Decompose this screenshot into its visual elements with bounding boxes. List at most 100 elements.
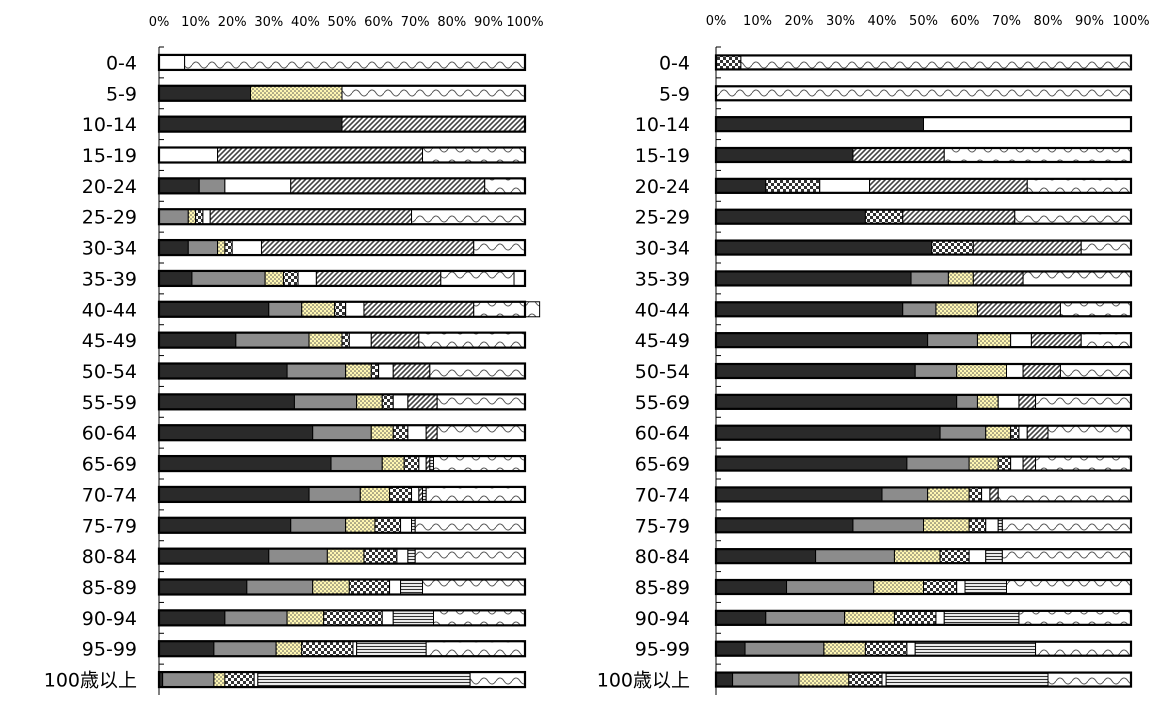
bar-segment-s3 [301,301,336,318]
category-label: 10-14 [635,114,690,136]
bar-segment-s2 [286,363,347,379]
bar-segment-s4 [334,301,347,318]
bar-outline [714,455,1133,472]
category-label: 5-9 [659,83,690,105]
x-tick-label: 20% [218,15,247,30]
bar-segment-s3 [264,270,284,287]
bar-segment-s2 [191,270,266,287]
bar-segment-s1 [158,270,193,287]
bar-segment-s8 [1026,178,1132,194]
bar-segment-s5 [381,609,394,626]
x-tick-label: 70% [992,14,1021,29]
bar-segment-s6 [392,363,431,379]
bar-segment-s1 [158,177,200,194]
bar-segment-s3 [893,548,941,564]
bar-segment-s6 [315,270,442,287]
bar-segment-s3 [308,332,343,349]
bar-segment-s6 [869,178,1028,194]
bar-segment-s3 [823,641,866,657]
bar-segment-s6 [341,116,526,133]
bar-outline [714,362,1133,380]
bar-segment-s3 [345,517,376,534]
category-label: 90-94 [635,608,690,630]
category-label: 20-24 [82,176,137,198]
bar-segment-s1 [715,517,854,533]
bar-segment-s6 [972,240,1082,256]
bar-outline [714,640,1133,657]
bar-segment-s1 [715,641,746,657]
x-tick-label: 100% [1112,14,1149,29]
bar-segment-s3 [359,486,391,503]
bar-segment-s7 [356,640,427,657]
bar-segment-s4 [374,517,402,534]
bar-segment-s5 [1006,363,1024,379]
bar-segment-s6 [902,209,1016,225]
bar-segment-s2 [815,548,895,564]
bar-segment-s8 [1006,579,1132,595]
bar-segment-s8 [1059,363,1132,379]
bar-segment-s1 [158,579,248,595]
bar-segment-s3 [217,239,226,256]
bar-segment-s1 [715,332,929,348]
bar-segment-s5 [1010,456,1024,472]
bar-outline [157,393,527,411]
category-label: 40-44 [82,299,137,321]
bar-outline [714,270,1133,287]
bar-segment-s4 [389,486,413,503]
category-label: 40-44 [635,299,690,321]
bar-segment-s4 [323,609,383,626]
bar-segment-s1 [715,116,924,132]
bar-segment-s4 [939,548,970,564]
bar-segment-s2 [198,177,226,194]
bar-segment-s5 [253,671,259,688]
bar-segment-s6 [976,301,1061,317]
bar-segment-s6 [989,486,999,502]
category-label: 0-4 [659,52,690,74]
bar-segment-s1 [158,640,215,657]
category-label: 35-39 [82,268,137,290]
bar-segment-s1 [158,486,310,503]
bar-segment-s8 [1035,394,1132,410]
bar-segment-s7 [885,672,1049,688]
bar-outline [157,115,527,133]
bar-segment-s4 [864,209,904,225]
bar-segment-s3 [370,424,394,441]
category-label: 35-39 [635,268,690,290]
x-tick-label: 80% [437,15,466,30]
bar-segment-s8 [414,517,526,534]
category-label: 60-64 [635,423,690,445]
bar-segment-s8 [425,640,526,657]
bar-segment-s1 [715,425,941,441]
category-label: 50-54 [635,361,690,383]
bar-segment-s6 [1026,425,1049,441]
category-label: 70-74 [82,484,137,506]
bar-segment-s2 [914,363,958,379]
bar-segment-s1 [158,239,189,256]
bar-segment-s3 [312,579,350,595]
bar-segment-s8 [1059,301,1132,317]
bar-segment-s1 [158,301,270,318]
bar-segment-s1 [158,393,295,410]
bar-outline [714,578,1133,596]
bar-outline [714,486,1133,503]
x-tick-label: 30% [254,15,283,30]
bar-segment-s6 [209,208,413,225]
bar-outline [714,208,1133,225]
category-label: 80-84 [635,546,690,568]
bar-segment-s1 [715,672,734,688]
bar-segment-s8 [1022,270,1132,286]
x-tick-label: 80% [1034,14,1063,29]
category-label: 70-74 [635,484,690,506]
bar-segment-s8 [943,147,1132,163]
bar-segment-s2 [187,239,219,256]
category-label: 60-64 [82,423,137,445]
x-tick-label: 70% [401,15,430,30]
bar-segment-s5 [231,239,262,256]
bar-segment-s2 [956,394,978,410]
category-label: 65-69 [82,454,137,476]
bar-segment-s3 [356,393,383,410]
bar-segment-s6 [370,332,420,349]
bar-segment-s6 [1022,363,1061,379]
bar-segment-s3 [976,394,999,410]
bar-outline [714,116,1133,133]
